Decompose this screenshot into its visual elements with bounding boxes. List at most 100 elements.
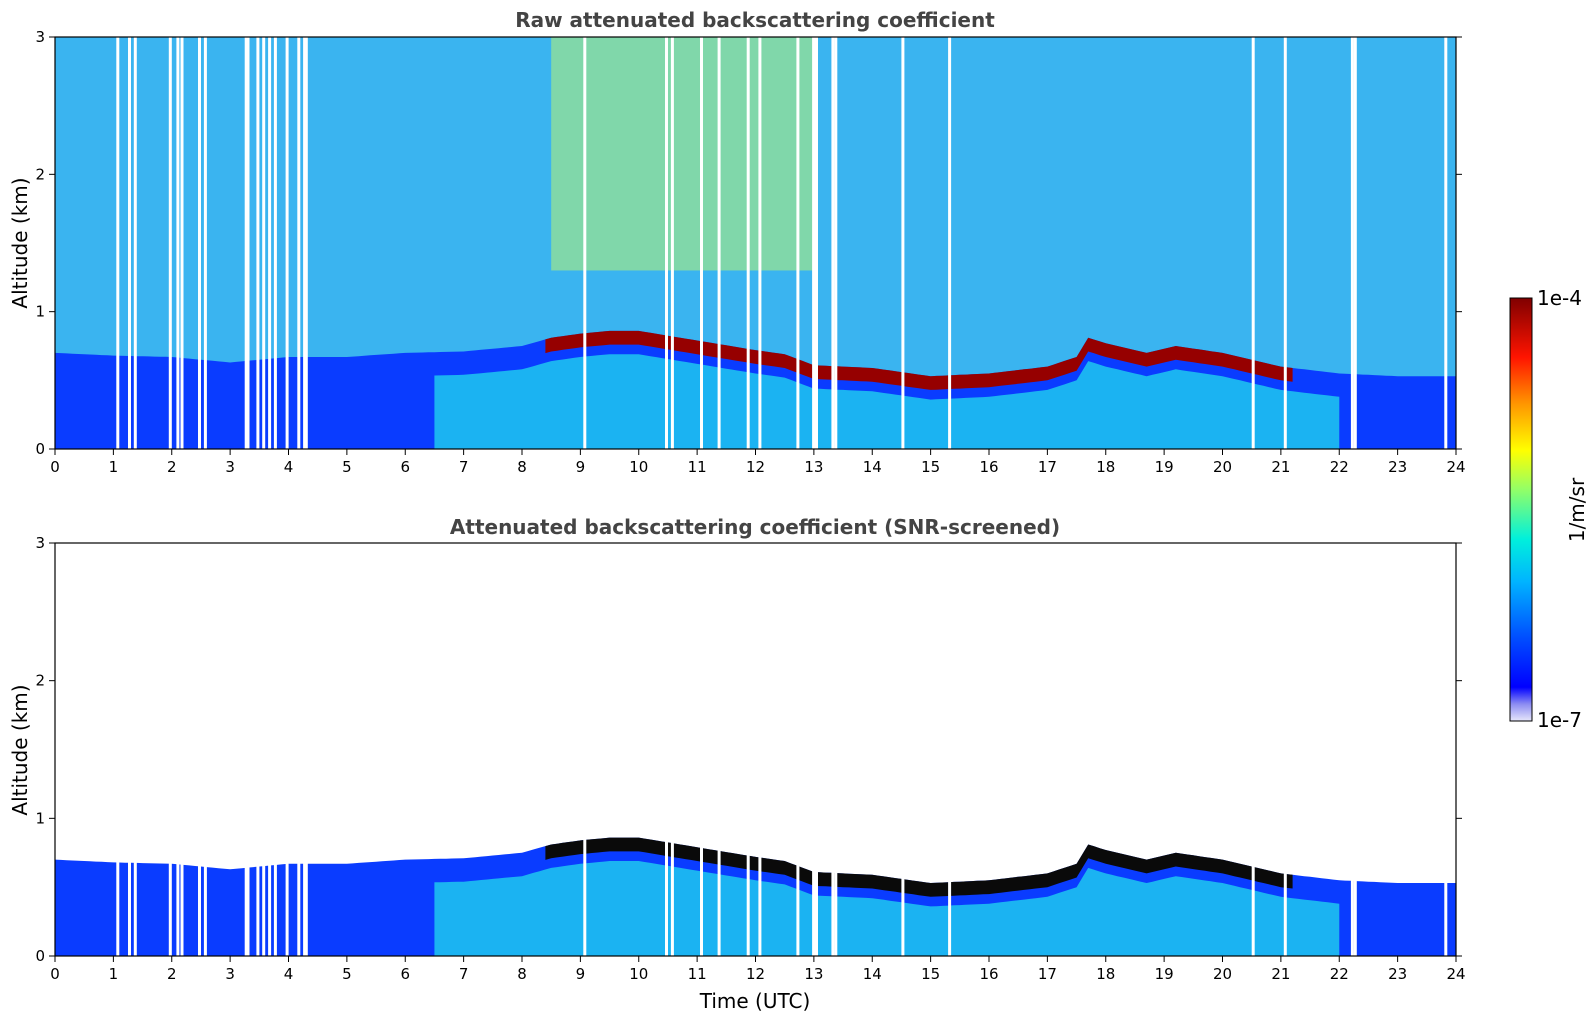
data-gap (268, 543, 272, 956)
data-gap (256, 543, 260, 956)
y-tick-label: 1 (35, 303, 45, 321)
noise-band-midday (551, 37, 814, 271)
data-gap (1444, 543, 1448, 956)
x-tick-label: 4 (284, 965, 294, 983)
x-tick-label: 13 (804, 458, 823, 476)
x-tick-label: 14 (863, 458, 882, 476)
bottom-x-axis: 0 1 2 3 4 5 6 7 8 9 10 11 12 13 14 15 16 17 18 19 20 21 22 23 24 (50, 956, 1466, 983)
data-gap (831, 37, 835, 449)
data-gap (303, 543, 307, 956)
data-gap (176, 543, 180, 956)
x-tick-label: 4 (284, 458, 294, 476)
x-tick-label: 20 (1213, 458, 1232, 476)
x-tick-label: 3 (225, 458, 235, 476)
x-tick-label: 1 (109, 458, 119, 476)
data-gap (670, 37, 674, 449)
colorbar-gradient (1509, 297, 1533, 722)
data-gap (133, 37, 137, 449)
x-tick-label: 20 (1213, 965, 1232, 983)
colorbar-max-label: 1e-4 (1537, 286, 1582, 310)
data-gap (244, 543, 248, 956)
data-gap (297, 37, 301, 449)
x-tick-label: 16 (979, 965, 998, 983)
x-tick-label: 6 (400, 458, 410, 476)
x-tick-label: 12 (746, 458, 765, 476)
x-tick-label: 21 (1271, 965, 1290, 983)
data-gap (198, 37, 201, 449)
y-tick-label: 2 (35, 672, 45, 690)
top-heatmap (55, 37, 1456, 449)
data-gap (133, 543, 137, 956)
y-tick-label: 3 (35, 28, 45, 46)
data-gap (203, 37, 207, 449)
data-gap (128, 543, 131, 956)
x-tick-label: 24 (1446, 458, 1465, 476)
x-tick-label: 22 (1330, 458, 1349, 476)
data-gap (273, 543, 277, 956)
data-gap (717, 543, 721, 956)
data-gap (285, 37, 289, 449)
bottom-panel-title: Attenuated backscattering coefficient (S… (450, 515, 1060, 539)
data-gap (1353, 37, 1357, 449)
top-y-axis: 0 1 2 3 (35, 28, 1462, 458)
aerosol-layer (434, 354, 1340, 449)
x-tick-label: 22 (1330, 965, 1349, 983)
x-tick-label: 0 (50, 458, 60, 476)
data-gap (176, 37, 180, 449)
x-tick-label: 21 (1271, 458, 1290, 476)
x-tick-label: 0 (50, 965, 60, 983)
top-x-axis: 0 1 2 3 4 5 6 7 8 9 10 11 12 13 14 15 16 17 18 19 20 21 22 23 24 (50, 449, 1466, 476)
data-gap (116, 37, 120, 449)
data-gap (796, 37, 800, 449)
data-gap (244, 37, 248, 449)
x-tick-label: 9 (576, 458, 586, 476)
x-tick-label: 14 (863, 965, 882, 983)
x-tick-label: 7 (459, 965, 469, 983)
data-gap (948, 543, 952, 956)
data-gap (948, 37, 952, 449)
data-gap (1283, 37, 1287, 449)
top-y-axis-label: Altitude (km) (8, 177, 32, 308)
data-gap (1350, 37, 1354, 449)
x-tick-label: 24 (1446, 965, 1465, 983)
x-tick-label: 2 (167, 965, 177, 983)
cloud-layer (545, 330, 1293, 390)
x-tick-label: 18 (1096, 965, 1115, 983)
data-gap (198, 543, 201, 956)
data-gap (1444, 37, 1448, 449)
x-tick-label: 19 (1155, 458, 1174, 476)
data-gap (285, 543, 289, 956)
top-panel-title: Raw attenuated backscattering coefficien… (515, 8, 995, 32)
x-tick-label: 15 (921, 965, 940, 983)
y-tick-label: 1 (35, 809, 45, 827)
x-tick-label: 3 (225, 965, 235, 983)
data-gap (665, 37, 668, 449)
x-tick-label: 8 (517, 458, 527, 476)
data-gap (901, 543, 905, 956)
bottom-y-axis: 0 1 2 3 (35, 534, 1462, 965)
data-gap (812, 543, 816, 956)
data-gap (812, 37, 816, 449)
data-gap (116, 543, 120, 956)
data-gap (815, 543, 818, 956)
x-tick-label: 6 (400, 965, 410, 983)
x-tick-label: 12 (746, 965, 765, 983)
data-gap (246, 543, 250, 956)
x-tick-label: 5 (342, 965, 352, 983)
x-tick-label: 23 (1388, 965, 1407, 983)
x-tick-label: 10 (629, 965, 648, 983)
data-gap (180, 37, 184, 449)
data-gap (203, 543, 207, 956)
data-gap (180, 543, 184, 956)
x-tick-label: 16 (979, 458, 998, 476)
data-gap (1350, 543, 1354, 956)
data-gap (831, 543, 835, 956)
data-gap (168, 543, 172, 956)
x-tick-label: 19 (1155, 965, 1174, 983)
top-panel: Raw attenuated backscattering coefficien… (8, 8, 1466, 476)
data-gap (303, 37, 307, 449)
y-tick-label: 0 (35, 440, 45, 458)
data-gap (796, 543, 800, 956)
bottom-heatmap (55, 543, 1456, 956)
data-gap (700, 37, 703, 449)
